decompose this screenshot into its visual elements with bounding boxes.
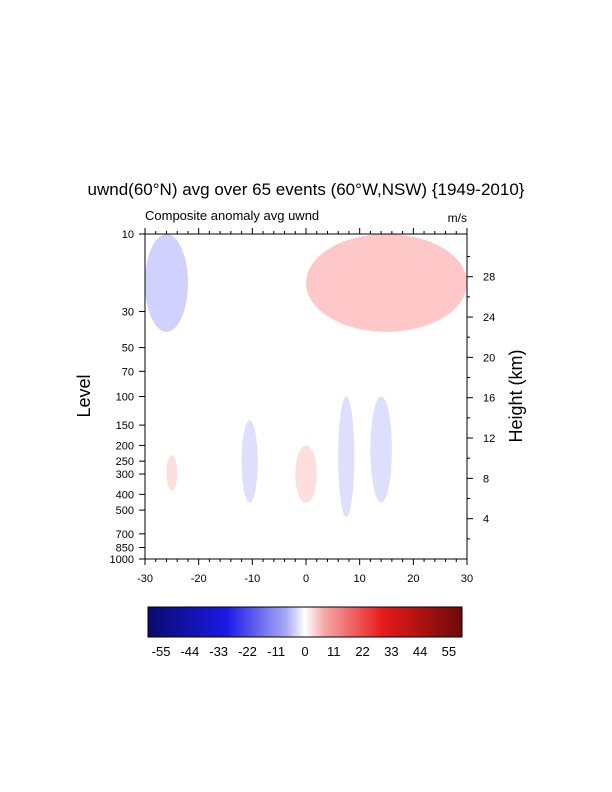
y-tick-label-2: 50 (122, 343, 134, 355)
y-tick-label-9: 400 (116, 489, 134, 501)
anomaly-field (145, 234, 467, 517)
y-tick-label-12: 850 (116, 543, 134, 555)
x-tick-label-1: -20 (191, 573, 207, 585)
y-axis-right: 4 8 12 16 20 24 28 (467, 256, 495, 540)
colorbar-label-1: -44 (180, 644, 199, 659)
x-tick-label-2: -10 (244, 573, 260, 585)
y-tick-label-0: 10 (122, 229, 134, 241)
anomaly-blob-4 (338, 396, 355, 517)
y-tick-label-10: 500 (116, 505, 134, 517)
colorbar-label-3: -22 (238, 644, 257, 659)
y-right-tick-label-4: 20 (483, 352, 495, 364)
x-tick-label-5: 20 (407, 573, 419, 585)
y-right-tick-label-3: 16 (483, 393, 495, 405)
y-tick-label-6: 200 (116, 440, 134, 452)
y-right-tick-label-6: 28 (483, 272, 495, 284)
y-tick-label-7: 250 (116, 456, 134, 468)
anomaly-blob-3 (370, 396, 392, 503)
units-label: m/s (448, 211, 467, 225)
colorbar-label-0: -55 (152, 644, 171, 659)
x-tick-label-4: 10 (354, 573, 366, 585)
y-tick-label-13: 1000 (110, 554, 134, 566)
y-tick-label-3: 70 (122, 366, 134, 378)
y-tick-label-8: 300 (116, 469, 134, 481)
y-right-tick-label-0: 4 (483, 514, 489, 526)
anomaly-blob-5 (241, 420, 258, 503)
y-tick-label-11: 700 (116, 529, 134, 541)
colorbar-label-10: 55 (442, 644, 456, 659)
colorbar-label-5: 0 (301, 644, 308, 659)
y-right-tick-label-5: 24 (483, 312, 495, 324)
y-tick-label-4: 100 (116, 392, 134, 404)
colorbar-label-2: -33 (209, 644, 228, 659)
y-right-tick-label-2: 12 (483, 433, 495, 445)
y-axis-label: Level (74, 374, 94, 417)
chart-subtitle: Composite anomaly avg uwnd (145, 208, 319, 223)
colorbar-ticks: -55 -44 -33 -22 -11 0 11 22 33 44 55 (152, 644, 456, 659)
x-axis: -30 -20 -10 0 10 20 30 (137, 228, 473, 585)
anomaly-blob-1 (145, 234, 188, 332)
colorbar-label-6: 11 (327, 644, 341, 659)
anomaly-blob-6 (166, 455, 178, 491)
colorbar-label-4: -11 (267, 644, 285, 659)
colorbar-label-9: 44 (413, 644, 427, 659)
y-axis-right-label: Height (km) (506, 349, 526, 442)
colorbar-label-8: 33 (384, 644, 398, 659)
y-tick-label-1: 30 (122, 307, 134, 319)
y-tick-label-5: 150 (116, 420, 134, 432)
x-tick-label-0: -30 (137, 573, 153, 585)
y-right-tick-label-1: 8 (483, 473, 489, 485)
anomaly-blob-2 (295, 445, 317, 503)
colorbar-label-7: 22 (355, 644, 369, 659)
colorbar (147, 606, 463, 638)
x-tick-label-6: 30 (461, 573, 473, 585)
anomaly-blob-0 (306, 234, 467, 332)
x-tick-label-3: 0 (303, 573, 309, 585)
chart-title: uwnd(60°N) avg over 65 events (60°W,NSW)… (88, 180, 525, 199)
